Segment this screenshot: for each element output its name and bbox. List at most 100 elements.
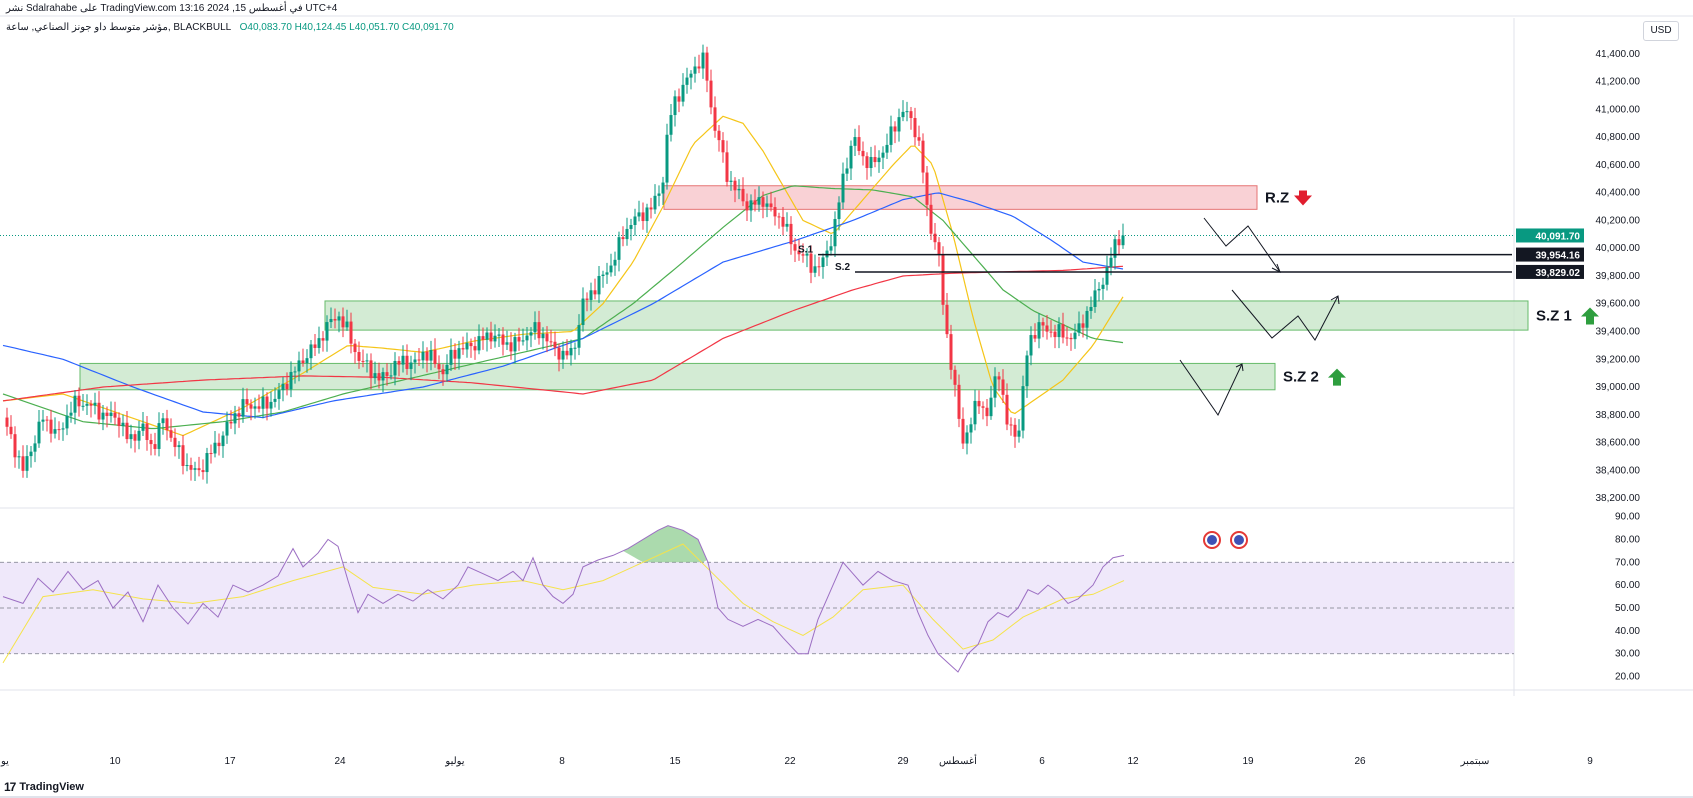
candle-body	[949, 334, 953, 370]
footer-brand[interactable]: 17 TradingView	[4, 780, 84, 794]
candle-body	[489, 332, 493, 342]
projection-arrow-2	[1330, 295, 1340, 305]
candle-body	[569, 348, 573, 356]
candle-body	[681, 84, 685, 102]
candle-body	[1069, 337, 1073, 340]
bottom-border	[0, 796, 1693, 798]
rsi-tick-label: 50.00	[1615, 603, 1640, 614]
time-tick-label: 10	[109, 756, 121, 767]
candle-body	[29, 451, 33, 457]
candle-body	[997, 376, 1001, 380]
candle-body	[765, 203, 769, 207]
candle-body	[833, 219, 837, 247]
candle-body	[673, 96, 677, 116]
candle-body	[229, 421, 233, 424]
rsi-tick-label: 80.00	[1615, 534, 1640, 545]
candle-body	[549, 341, 553, 343]
candle-body	[453, 349, 457, 359]
candle-body	[1037, 322, 1041, 339]
us-flag-event-icon-inner	[1234, 535, 1244, 545]
candle-body	[133, 434, 137, 441]
price-tick-label: 38,400.00	[1596, 465, 1641, 476]
candle-body	[945, 304, 949, 335]
candle-body	[1085, 310, 1089, 328]
price-tick-label: 38,600.00	[1596, 438, 1641, 449]
candle-body	[193, 468, 197, 470]
candle-body	[629, 225, 633, 229]
candle-body	[141, 423, 145, 431]
candle-body	[773, 207, 777, 217]
candle-body	[1065, 337, 1069, 339]
candle-body	[749, 200, 753, 211]
candle-body	[905, 111, 909, 113]
candle-body	[89, 403, 93, 406]
level-label: S.2	[835, 262, 850, 273]
price-tick-label: 39,400.00	[1596, 326, 1641, 337]
candle-body	[237, 413, 241, 417]
candle-body	[665, 134, 669, 183]
candle-body	[405, 355, 409, 369]
candle-body	[613, 259, 617, 266]
candle-body	[977, 400, 981, 407]
candle-body	[129, 434, 133, 440]
candle-body	[817, 266, 821, 268]
candle-body	[245, 399, 249, 405]
candle-body	[213, 442, 217, 454]
candle-body	[485, 332, 489, 340]
price-tick-label: 39,200.00	[1596, 354, 1641, 365]
candle-body	[745, 201, 749, 211]
candle-body	[637, 212, 641, 217]
time-tick-label: 12	[1127, 756, 1139, 767]
level-price-tag	[1516, 264, 1584, 279]
time-tick-label: 22	[784, 756, 796, 767]
candle-body	[181, 445, 185, 466]
candle-body	[1089, 306, 1093, 311]
candle-body	[165, 418, 169, 431]
candle-body	[261, 396, 265, 409]
candle-body	[125, 422, 129, 440]
candle-body	[257, 406, 261, 409]
candle-body	[577, 325, 581, 348]
candle-body	[625, 228, 629, 240]
time-tick-label: 24	[334, 756, 346, 767]
candle-body	[1033, 335, 1037, 339]
candle-body	[909, 111, 913, 119]
candle-body	[497, 334, 501, 336]
candle-body	[333, 318, 337, 321]
candle-body	[1005, 394, 1009, 425]
candle-body	[873, 157, 877, 163]
candle-body	[589, 290, 593, 300]
candle-body	[965, 432, 969, 444]
symbol-legend: مؤشر متوسط داو جونز الصناعي, ساعة, BLACK…	[6, 22, 454, 33]
candle-body	[805, 253, 809, 256]
price-tick-label: 41,000.00	[1596, 104, 1641, 115]
candle-body	[605, 272, 609, 275]
candle-body	[929, 204, 933, 234]
candle-body	[329, 318, 333, 323]
candle-body	[17, 456, 21, 458]
candle-body	[697, 66, 701, 69]
projection-path-1	[1203, 217, 1281, 273]
currency-button[interactable]: USD	[1643, 21, 1679, 41]
candle-body	[345, 321, 349, 328]
candle-body	[1045, 325, 1049, 332]
candle-body	[1097, 288, 1101, 291]
candle-body	[445, 364, 449, 375]
rsi-overbought-fill	[623, 526, 707, 563]
candle-body	[393, 360, 397, 376]
moving-average-yellow	[2, 115, 1124, 437]
candle-body	[305, 358, 309, 364]
time-tick-label: 9	[1587, 756, 1593, 767]
candle-body	[221, 435, 225, 447]
candle-body	[1029, 335, 1033, 356]
time-tick-label: أغسطس	[939, 754, 977, 767]
candle-body	[337, 316, 341, 321]
candle-body	[701, 52, 705, 69]
candle-body	[9, 426, 13, 435]
candle-body	[441, 369, 445, 375]
candle-body	[733, 180, 737, 191]
candle-body	[381, 372, 385, 381]
projection-arrow-3	[1235, 363, 1244, 372]
candle-body	[469, 342, 473, 347]
